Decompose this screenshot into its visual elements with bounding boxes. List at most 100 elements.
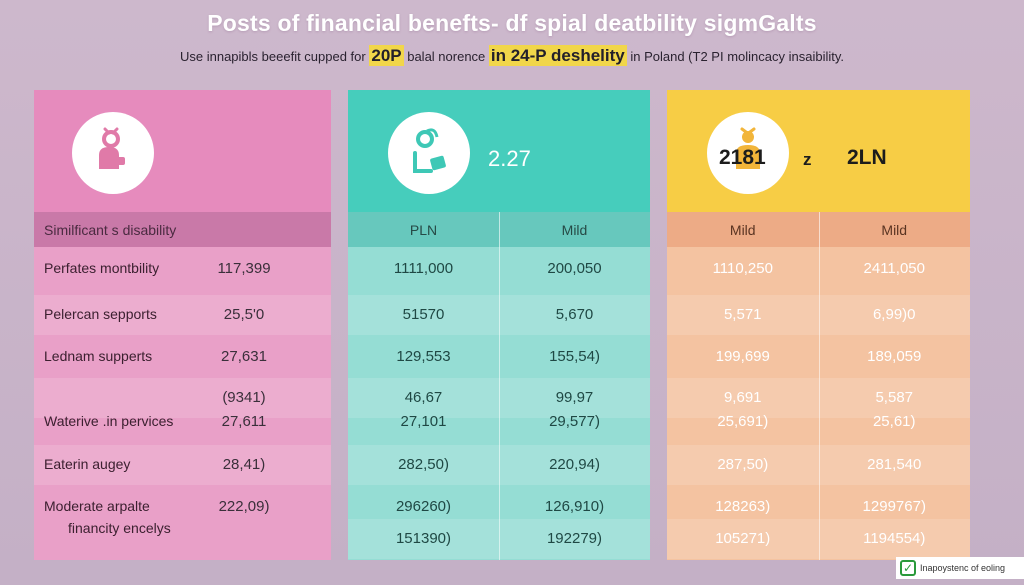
header-label: Similficant s disability bbox=[44, 221, 177, 238]
table-row: Lednam supperts 27,631 bbox=[34, 337, 331, 377]
page-subtitle: Use innapibls beeefit cupped for 20P bal… bbox=[0, 45, 1024, 66]
table-row: 287,50) 281,540 bbox=[667, 445, 970, 485]
panel-column-header: Similficant s disability bbox=[34, 212, 331, 247]
subtitle-pre: Use innapibls beeefit cupped for bbox=[180, 49, 370, 64]
cell: 192279) bbox=[546, 530, 603, 547]
panel-body: Perfates montbility 117,399 Pelercan sep… bbox=[34, 247, 331, 560]
check-icon: ✓ bbox=[900, 560, 916, 576]
row-value: 25,5'0 bbox=[223, 306, 265, 323]
woman-with-box-icon bbox=[413, 128, 446, 173]
subtitle-post: in Poland (T2 PI molincacy insaibility. bbox=[626, 49, 844, 64]
table-row: 46,67 99,97 bbox=[348, 378, 650, 418]
table-row: 296260) 126,910) bbox=[348, 487, 650, 527]
table-row: 51570 5,670 bbox=[348, 295, 650, 335]
panel-head-value-a: 2181 bbox=[719, 146, 766, 169]
cell: 189,059 bbox=[867, 348, 922, 365]
row-label: Pelercan sepports bbox=[44, 306, 157, 322]
cell: 29,577) bbox=[549, 413, 600, 430]
table-row: Moderate arpalte 222,09) bbox=[34, 487, 331, 527]
person-icon-circle bbox=[388, 112, 470, 194]
column-header: Mild bbox=[729, 221, 756, 238]
subtitle-big-2: in 24-P deshelity bbox=[488, 45, 627, 66]
row-value: 28,41) bbox=[222, 456, 266, 473]
cell: 128263) bbox=[715, 498, 771, 515]
cell: 27,101 bbox=[400, 413, 447, 430]
row-value: 117,399 bbox=[217, 260, 271, 277]
row-value: 27,611 bbox=[221, 413, 267, 430]
person-with-coins-icon bbox=[736, 127, 760, 169]
panel-significant-disability: Similficant s disability Perfates montbi… bbox=[34, 90, 331, 560]
cell: 296260) bbox=[395, 498, 452, 515]
column-divider bbox=[818, 212, 820, 247]
table-row: 105271) 1194554) bbox=[667, 519, 970, 559]
verification-badge: ✓ Inapoystenc of eoling bbox=[896, 557, 1024, 579]
panel-column-header: PLN Mild bbox=[348, 212, 650, 247]
cell: 200,050 bbox=[547, 260, 602, 277]
panel-header bbox=[34, 90, 331, 212]
panel-header: 2.27 bbox=[348, 90, 650, 212]
column-header: Mild bbox=[561, 221, 588, 238]
row-label: Waterive .in pervices bbox=[44, 413, 174, 429]
person-icon-circle bbox=[72, 112, 154, 194]
table-row: 27,101 29,577) bbox=[348, 402, 650, 442]
row-value: 222,09) bbox=[218, 498, 270, 515]
table-row: 199,699 189,059 bbox=[667, 337, 970, 377]
cell: 1110,250 bbox=[712, 260, 773, 277]
cell: 5,587 bbox=[875, 389, 914, 406]
table-row: 129,553 155,54) bbox=[348, 337, 650, 377]
cell: 9,691 bbox=[723, 389, 762, 406]
cell: 6,99)0 bbox=[872, 306, 916, 323]
table-row: Eaterin augey 28,41) bbox=[34, 445, 331, 485]
column-divider bbox=[818, 247, 820, 560]
cell: 281,540 bbox=[867, 456, 922, 473]
column-header: Mild bbox=[881, 221, 908, 238]
cell: 25,691) bbox=[717, 413, 769, 430]
row-label: Lednam supperts bbox=[44, 348, 153, 364]
cell: 99,97 bbox=[555, 389, 594, 406]
page-title: Posts of financial benefts- df spial dea… bbox=[207, 10, 817, 36]
badge-text: Inapoystenc of eoling bbox=[920, 563, 1006, 573]
cell: 51570 bbox=[402, 306, 445, 323]
table-row: 5,571 6,99)0 bbox=[667, 295, 970, 335]
subtitle-mid: balal norence bbox=[403, 49, 489, 64]
column-header: PLN bbox=[409, 221, 438, 238]
panel-body: 1110,250 2411,050 5,571 6,99)0 199,699 189,… bbox=[667, 247, 970, 560]
panel-pln: 2.27 PLN Mild 1111,000 200,050 51570 5,670… bbox=[348, 90, 650, 560]
row-value: 27,631 bbox=[221, 348, 267, 365]
cell: 25,61) bbox=[872, 413, 916, 430]
table-row: 282,50) 220,94) bbox=[348, 445, 650, 485]
cell: 199,699 bbox=[715, 348, 770, 365]
panel-head-value-b: 2LN bbox=[847, 146, 887, 169]
panel-header: 2181 z 2LN bbox=[667, 90, 970, 212]
cell: 220,94) bbox=[549, 456, 600, 473]
table-row: 151390) 192279) bbox=[348, 519, 650, 559]
panel-mild: 2181 z 2LN Mild Mild 1110,250 2411,050 5,… bbox=[667, 90, 970, 560]
table-row: (9341) bbox=[34, 378, 331, 418]
cell: 287,50) bbox=[717, 456, 769, 473]
subtitle-big-1: 20P bbox=[369, 45, 404, 66]
table-row: Pelercan sepports 25,5'0 bbox=[34, 295, 331, 335]
row-label: Eaterin augey bbox=[44, 456, 131, 472]
table-row: 9,691 5,587 bbox=[667, 378, 970, 418]
cell: 1111,000 bbox=[393, 260, 454, 277]
column-divider bbox=[499, 212, 500, 247]
person-icon bbox=[99, 127, 125, 169]
cell: 1194554) bbox=[863, 530, 926, 547]
row-label: financity encelys bbox=[68, 520, 171, 536]
row-label: Perfates montbility bbox=[44, 260, 160, 276]
table-row: Waterive .in pervices 27,611 bbox=[34, 402, 331, 442]
panel-head-separator: z bbox=[803, 150, 812, 169]
table-row: financity encelys bbox=[34, 509, 331, 549]
table-row: 128263) 1299767) bbox=[667, 487, 970, 527]
panel-body: 1111,000 200,050 51570 5,670 129,553 155,54… bbox=[348, 247, 650, 560]
cell: 126,910) bbox=[544, 498, 605, 515]
cell: 129,553 bbox=[396, 348, 451, 365]
cell: 282,50) bbox=[398, 456, 449, 473]
cell: 105271) bbox=[715, 530, 771, 547]
table-row: 1111,000 200,050 bbox=[348, 249, 650, 289]
table-row: 1110,250 2411,050 bbox=[667, 249, 970, 289]
panel-head-value: 2.27 bbox=[488, 146, 531, 171]
table-row: 25,691) 25,61) bbox=[667, 402, 970, 442]
cell: 2411,050 bbox=[863, 260, 925, 277]
row-value: (9341) bbox=[222, 389, 266, 406]
